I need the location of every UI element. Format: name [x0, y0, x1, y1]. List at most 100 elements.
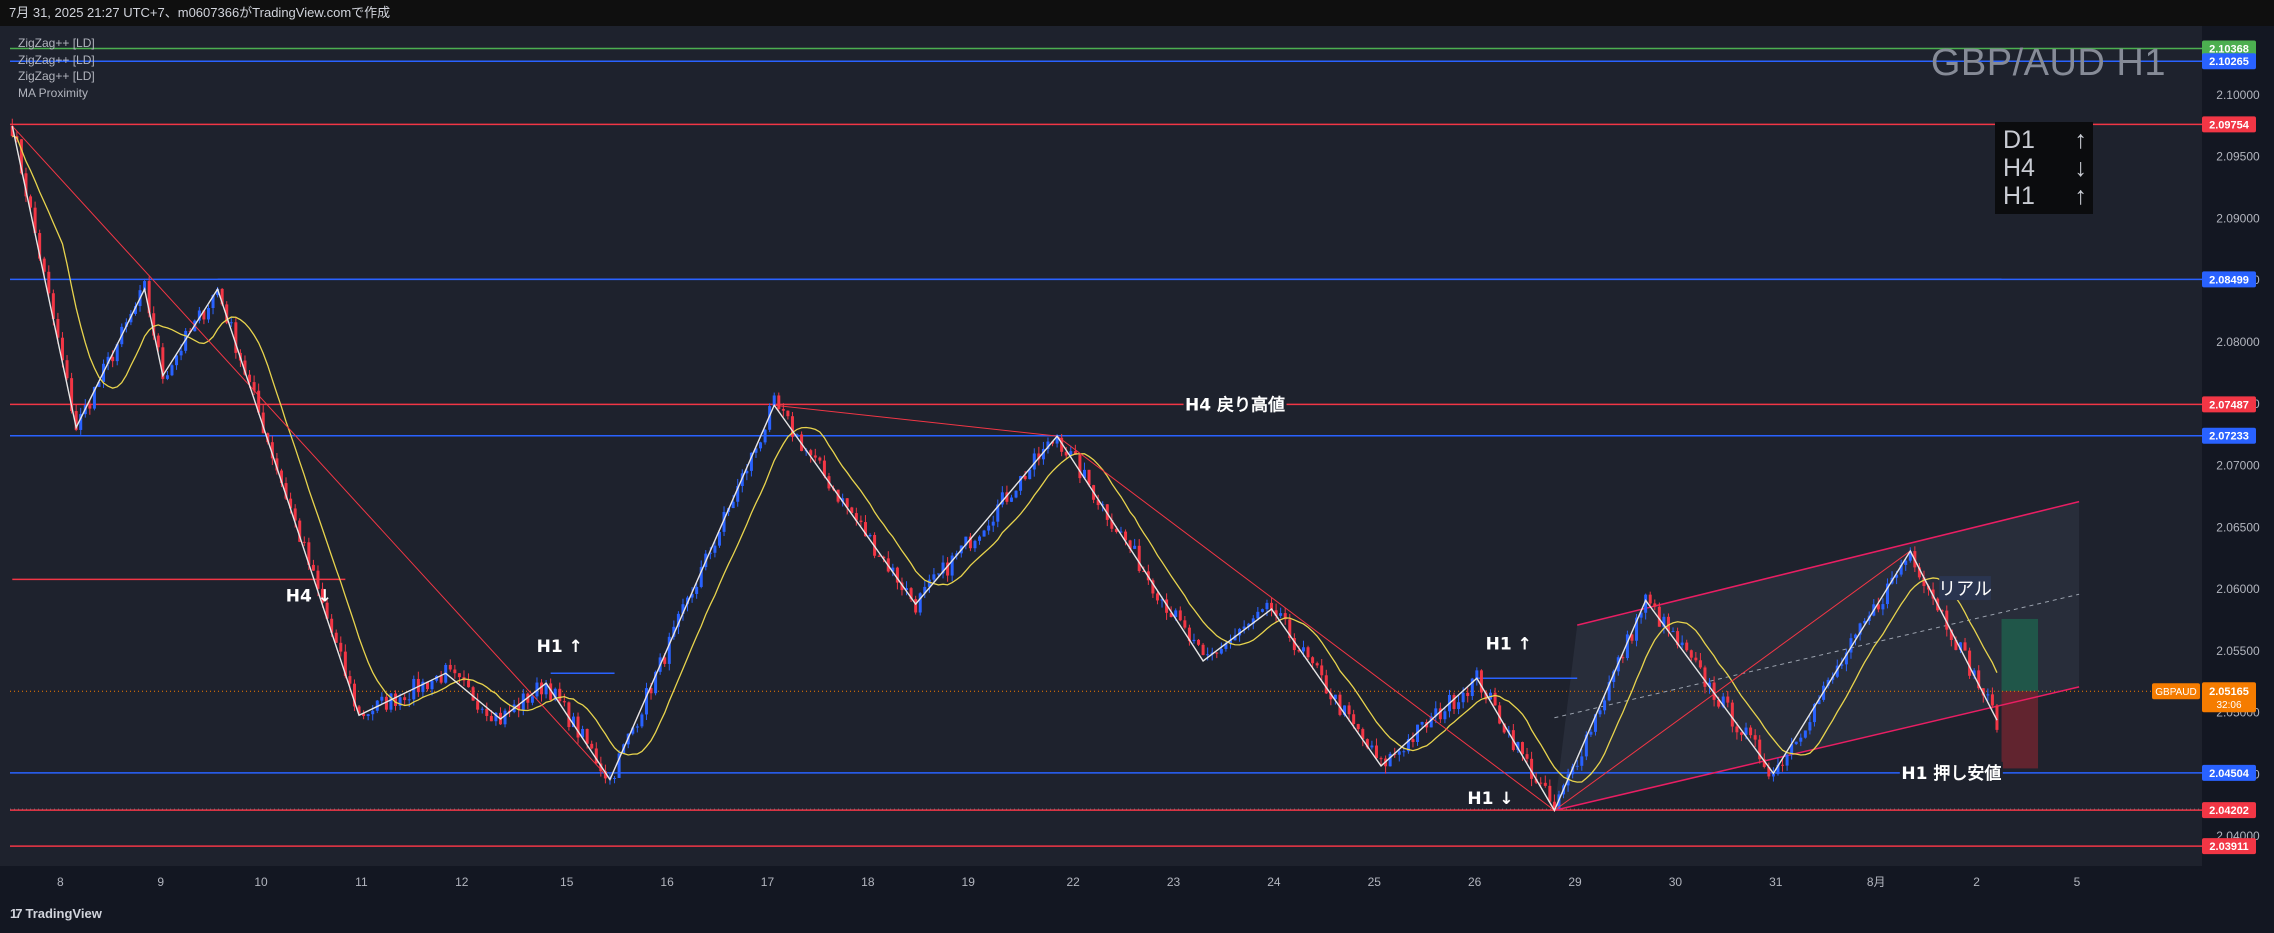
candle-body	[594, 748, 598, 764]
candle-body	[334, 632, 338, 643]
indicator-label[interactable]: ZigZag++ [LD]	[18, 52, 95, 67]
candle-body	[184, 330, 188, 351]
candle-body	[362, 713, 366, 717]
price-tag-bg	[2202, 802, 2256, 819]
candle-body	[1064, 451, 1068, 456]
candle-body	[1794, 741, 1798, 745]
candle-body	[1844, 652, 1848, 665]
candle-body	[1270, 602, 1274, 611]
candle-body	[1717, 699, 1721, 707]
candle-body	[1543, 782, 1547, 786]
x-axis-tick-label: 11	[355, 875, 368, 889]
indicator-list: ZigZag++ [LD] ZigZag++ [LD] ZigZag++ [LD…	[18, 35, 95, 101]
candle-body	[206, 308, 210, 320]
candle-body	[380, 696, 384, 701]
tradingview-logo[interactable]: 17 TradingView	[10, 906, 102, 921]
candle-body	[1502, 723, 1506, 733]
candle-body	[996, 504, 1000, 522]
trend-arrow-icon: ↑	[2074, 182, 2088, 210]
candle-body	[243, 360, 247, 375]
last-price-tag-bg	[2202, 682, 2256, 713]
candle-body	[29, 196, 33, 208]
candle-body	[590, 743, 594, 749]
candle-body	[1908, 551, 1912, 561]
candle-body	[1808, 722, 1812, 731]
candle-body	[1201, 644, 1205, 655]
candle-body	[1329, 693, 1333, 700]
price-tag-bg	[2202, 40, 2256, 57]
candle-body	[394, 693, 398, 706]
candle-body	[1835, 665, 1839, 677]
price-tag-bg	[2202, 53, 2256, 70]
price-tag-text: 2.04504	[2209, 768, 2250, 780]
candle-body	[1689, 650, 1693, 658]
candle-body	[1037, 453, 1041, 460]
candle-body	[175, 355, 179, 366]
candle-body	[553, 688, 557, 700]
candle-body	[1265, 602, 1269, 610]
candle-body	[1233, 635, 1237, 641]
candle-body	[1630, 634, 1634, 641]
candle-body	[1580, 756, 1584, 766]
candle-body	[786, 410, 790, 417]
candle-body	[1721, 696, 1725, 707]
candle-body	[1174, 610, 1178, 618]
candle-body	[197, 310, 201, 321]
candle-body	[941, 562, 945, 574]
candle-body	[202, 310, 206, 320]
indicator-label[interactable]: MA Proximity	[18, 85, 89, 100]
tradingview-brand-text: TradingView	[25, 906, 102, 921]
candle-body	[430, 680, 434, 690]
candle-body	[900, 582, 904, 591]
candle-body	[1726, 696, 1730, 703]
candle-body	[1790, 744, 1794, 755]
x-axis-tick-label: 26	[1468, 875, 1482, 889]
candle-body	[1082, 469, 1086, 479]
x-axis-tick-label: 24	[1267, 875, 1281, 889]
x-axis-tick-label: 15	[560, 875, 574, 889]
candle-body	[1411, 739, 1415, 743]
candle-body	[298, 520, 302, 542]
candle-body	[311, 564, 315, 571]
price-tag-bg	[2202, 764, 2256, 781]
price-tag: 2.04504	[2202, 764, 2256, 781]
x-axis-tick-label: 17	[761, 875, 775, 889]
candle-body	[165, 375, 169, 379]
candle-body	[1767, 766, 1771, 777]
candle-body	[1968, 650, 1972, 676]
candle-body	[1242, 626, 1246, 629]
indicator-label[interactable]: ZigZag++ [LD]	[18, 69, 95, 83]
candle-body	[1338, 694, 1342, 715]
candle-body	[599, 763, 603, 772]
candle-body	[252, 382, 256, 391]
candle-body	[1397, 751, 1401, 755]
candle-body	[717, 531, 721, 546]
candle-body	[1749, 727, 1753, 736]
candle-body	[1393, 753, 1397, 755]
candle-body	[457, 673, 461, 678]
indicator-label[interactable]: ZigZag++ [LD]	[18, 36, 95, 50]
candle-body	[1370, 745, 1374, 748]
candle-body	[1817, 699, 1821, 705]
candle-body	[1744, 727, 1748, 735]
candle-body	[1160, 599, 1164, 601]
candle-body	[1420, 721, 1424, 725]
candle-body	[1466, 692, 1470, 697]
attribution-text: 7月 31, 2025 21:27 UTC+7、m0607366がTrading…	[9, 5, 391, 20]
x-axis-tick-label: 8	[57, 875, 64, 889]
candle-body	[133, 306, 137, 314]
candle-body	[841, 498, 845, 502]
symbol-tag-bg	[2152, 683, 2200, 700]
candle-body	[275, 458, 279, 471]
candle-body	[895, 567, 899, 583]
candle-body	[1169, 612, 1173, 618]
y-axis-tick-label: 2.10000	[2216, 88, 2260, 102]
candle-body	[946, 562, 950, 576]
candle-body	[1885, 583, 1889, 605]
candle-body	[1498, 705, 1502, 724]
candle-body	[1178, 610, 1182, 621]
candle-body	[74, 411, 78, 430]
candle-body	[1365, 739, 1369, 748]
candle-body	[1374, 745, 1378, 759]
